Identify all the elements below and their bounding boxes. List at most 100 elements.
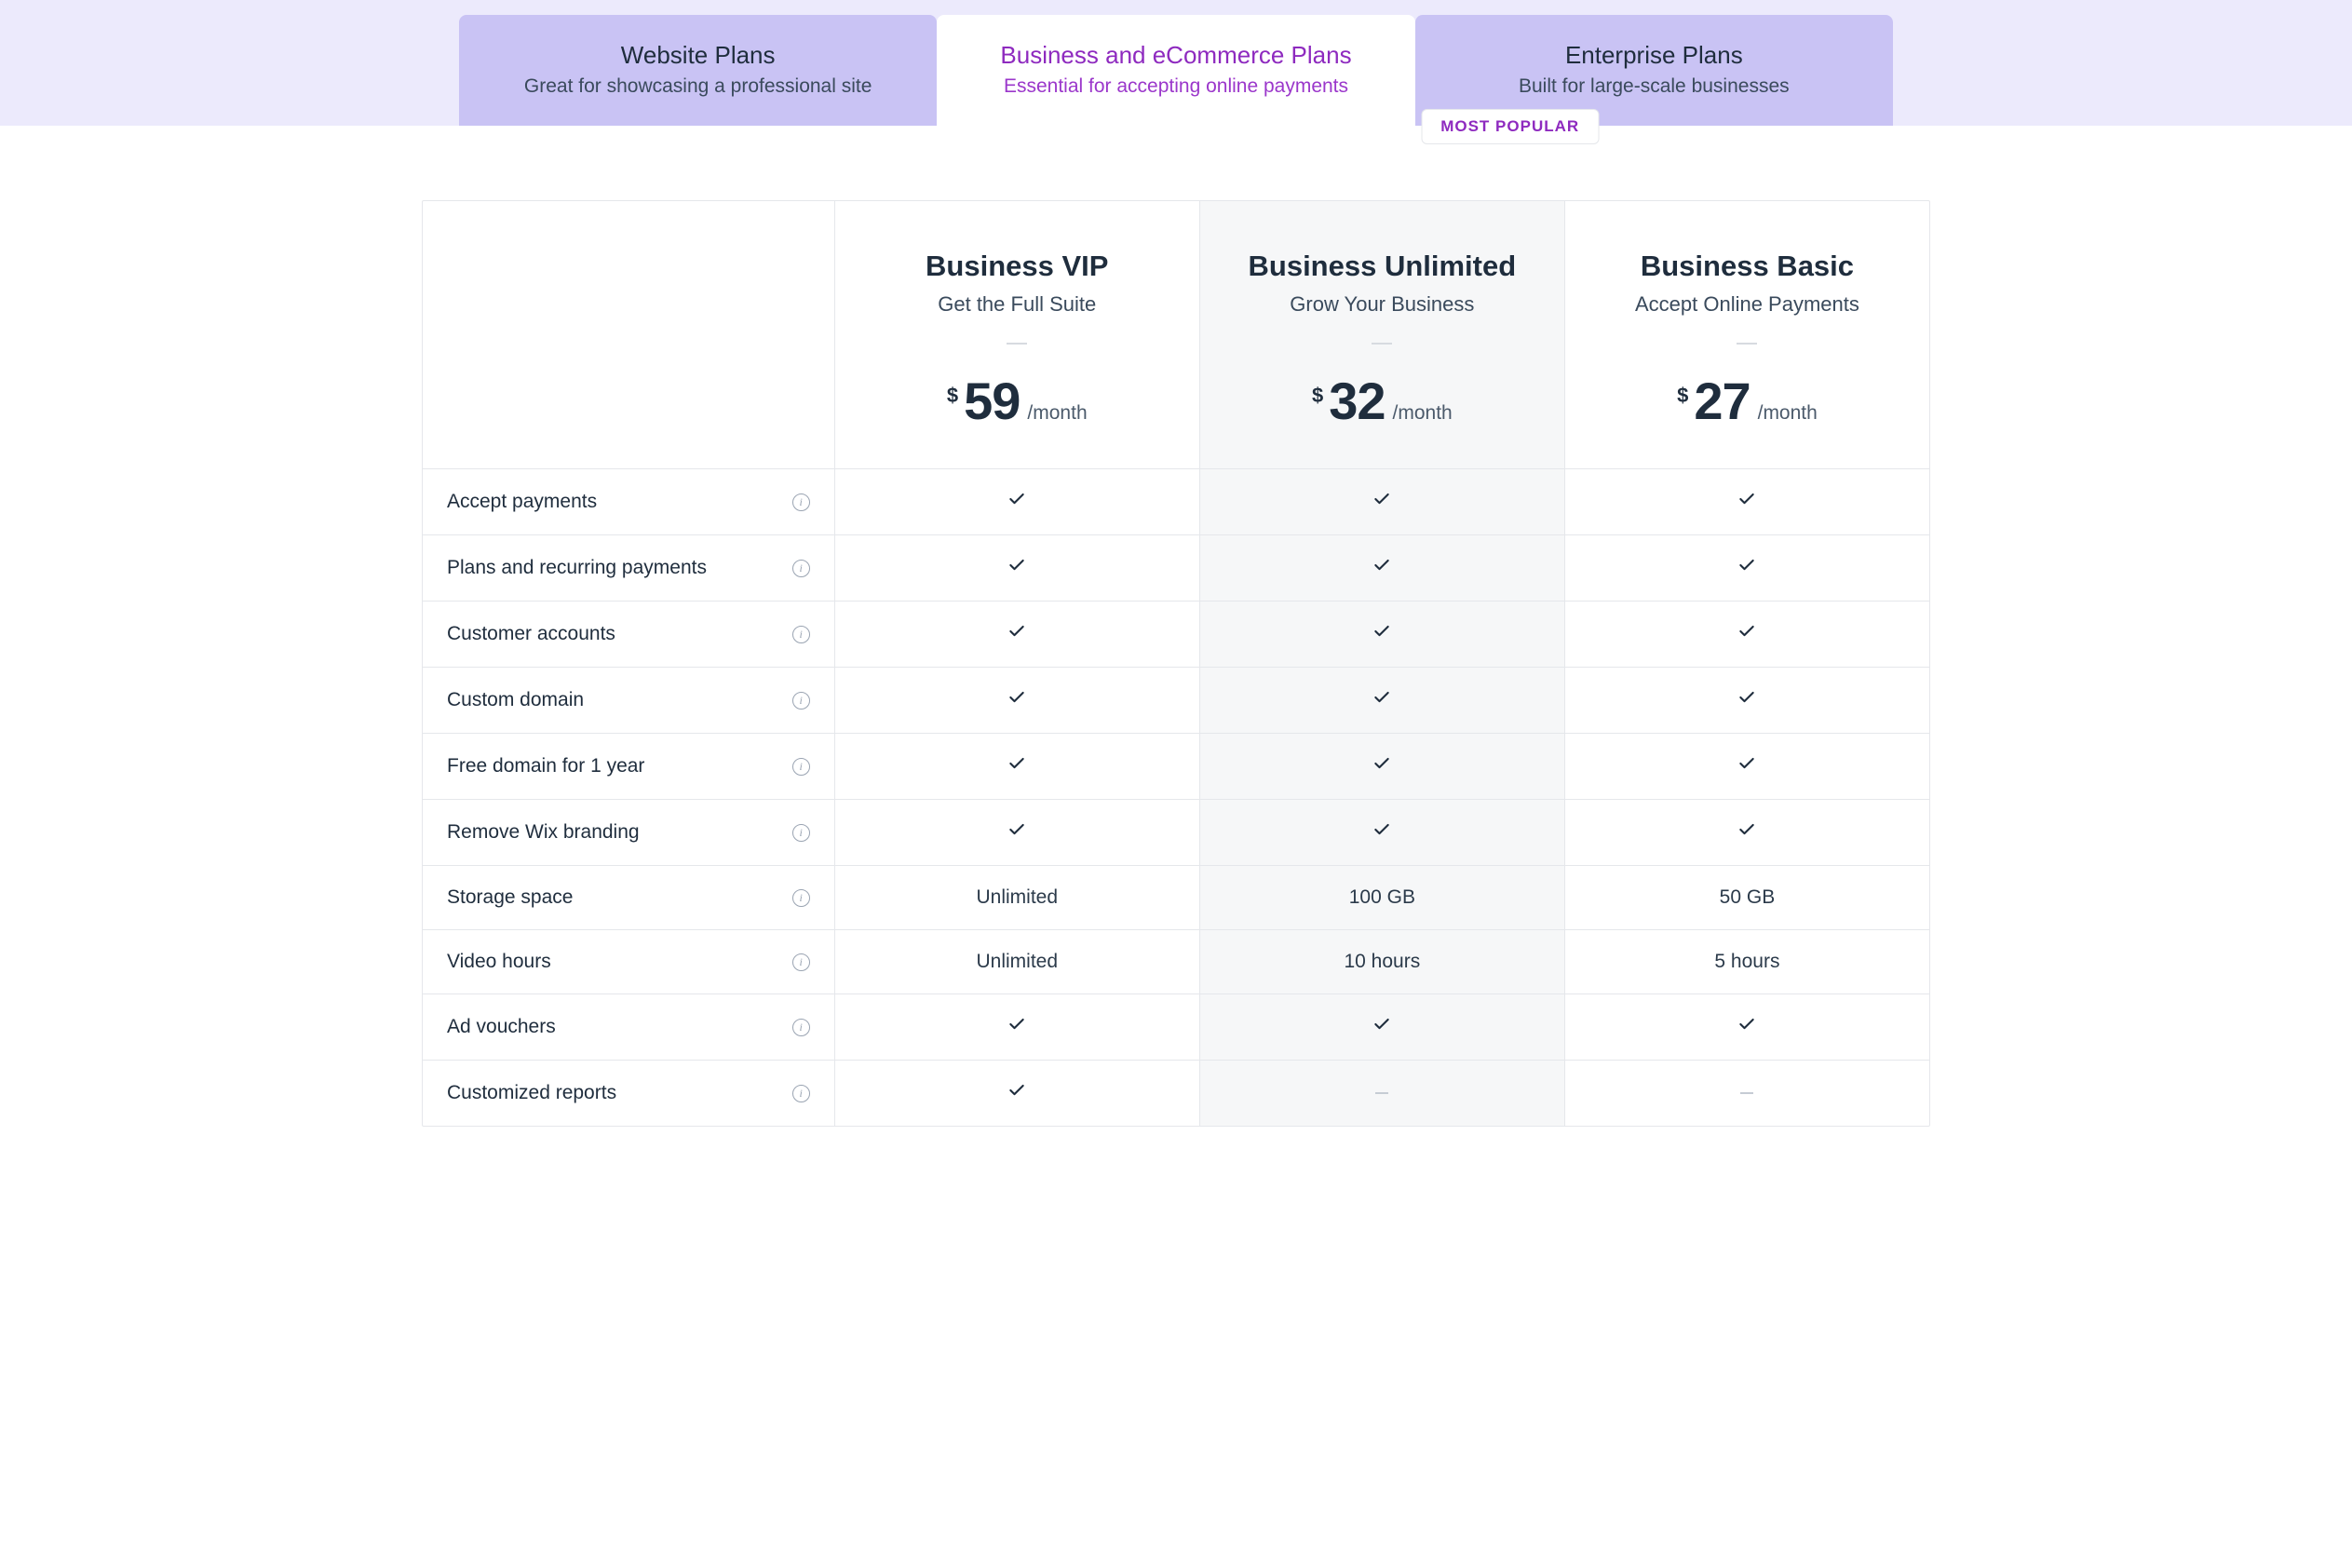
- plan-category-tab[interactable]: Business and eCommerce PlansEssential fo…: [937, 15, 1414, 126]
- currency-symbol: $: [947, 384, 958, 408]
- pricing-table: Business VIPGet the Full Suite$59/monthB…: [422, 200, 1930, 1127]
- feature-label: Accept payments: [447, 491, 597, 513]
- feature-label-cell: Customer accounts i: [423, 602, 834, 667]
- check-icon: [1372, 754, 1391, 778]
- plan-tagline: Grow Your Business: [1219, 292, 1546, 317]
- info-icon[interactable]: i: [792, 824, 810, 842]
- feature-label: Customized reports: [447, 1082, 616, 1104]
- feature-label-cell: Video hours i: [423, 930, 834, 994]
- feature-label: Video hours: [447, 951, 551, 973]
- feature-cell: [1564, 734, 1929, 799]
- check-icon: [1737, 754, 1756, 778]
- feature-label: Free domain for 1 year: [447, 755, 644, 777]
- plan-price: $27/month: [1584, 371, 1911, 431]
- check-icon: [1372, 556, 1391, 580]
- check-icon: [1737, 490, 1756, 514]
- feature-cell: [1564, 800, 1929, 865]
- feature-label: Customer accounts: [447, 623, 615, 645]
- feature-cell: [1199, 535, 1564, 601]
- tab-title: Enterprise Plans: [1434, 41, 1874, 70]
- feature-cell: [834, 1061, 1199, 1126]
- table-row: Remove Wix branding i: [423, 800, 1929, 866]
- feature-cell: [1564, 602, 1929, 667]
- price-amount: 27: [1694, 371, 1750, 431]
- feature-cell: [834, 469, 1199, 534]
- table-row: Customized reports i: [423, 1061, 1929, 1126]
- info-icon[interactable]: i: [792, 889, 810, 907]
- plan-price: $59/month: [854, 371, 1181, 431]
- feature-cell: [1199, 469, 1564, 534]
- plan-category-band: Website Plans Great for showcasing a prof…: [0, 0, 2352, 126]
- feature-label-cell: Storage space i: [423, 866, 834, 929]
- feature-cell: [834, 668, 1199, 733]
- table-corner-cell: [423, 201, 834, 468]
- feature-value: 10 hours: [1344, 951, 1420, 973]
- feature-label: Plans and recurring payments: [447, 557, 707, 579]
- plan-header: Business UnlimitedGrow Your Business$32/…: [1199, 201, 1564, 468]
- feature-cell: [1564, 469, 1929, 534]
- table-row: Video hours i Unlimited 10 hours 5 hours: [423, 930, 1929, 994]
- info-icon[interactable]: i: [792, 758, 810, 776]
- plan-price: $32/month: [1219, 371, 1546, 431]
- info-icon[interactable]: i: [792, 953, 810, 971]
- dash-icon: [1740, 1092, 1753, 1094]
- info-icon[interactable]: i: [792, 560, 810, 577]
- check-icon: [1007, 622, 1026, 646]
- info-icon[interactable]: i: [792, 1019, 810, 1036]
- check-icon: [1737, 622, 1756, 646]
- currency-symbol: $: [1677, 384, 1688, 408]
- feature-cell: [1564, 1061, 1929, 1126]
- divider: [1372, 343, 1392, 345]
- feature-label: Remove Wix branding: [447, 821, 640, 844]
- feature-cell: [1199, 668, 1564, 733]
- check-icon: [1737, 820, 1756, 845]
- feature-cell: 100 GB: [1199, 866, 1564, 929]
- price-period: /month: [1758, 402, 1818, 425]
- feature-value: 5 hours: [1714, 951, 1779, 973]
- feature-cell: 10 hours: [1199, 930, 1564, 994]
- check-icon: [1007, 1081, 1026, 1105]
- feature-value: Unlimited: [976, 886, 1058, 909]
- table-row: Customer accounts i: [423, 602, 1929, 668]
- table-row: Accept payments i: [423, 469, 1929, 535]
- feature-label: Storage space: [447, 886, 573, 909]
- check-icon: [1007, 490, 1026, 514]
- feature-cell: [1199, 734, 1564, 799]
- plan-category-tab[interactable]: Website Plans Great for showcasing a prof…: [459, 15, 937, 126]
- feature-cell: Unlimited: [834, 930, 1199, 994]
- feature-cell: [834, 535, 1199, 601]
- tab-title: Business and eCommerce Plans: [955, 41, 1396, 70]
- check-icon: [1007, 556, 1026, 580]
- price-period: /month: [1027, 402, 1087, 425]
- check-icon: [1007, 1015, 1026, 1039]
- most-popular-badge: MOST POPULAR: [1421, 109, 1599, 144]
- tab-subtitle: Great for showcasing a professional site: [478, 75, 918, 98]
- check-icon: [1737, 556, 1756, 580]
- tab-subtitle: Built for large-scale businesses: [1434, 75, 1874, 98]
- feature-cell: [834, 602, 1199, 667]
- check-icon: [1007, 688, 1026, 712]
- plan-tagline: Get the Full Suite: [854, 292, 1181, 317]
- divider: [1737, 343, 1757, 345]
- feature-value: Unlimited: [976, 951, 1058, 973]
- feature-cell: [1199, 602, 1564, 667]
- feature-cell: [834, 734, 1199, 799]
- feature-cell: [1564, 535, 1929, 601]
- price-amount: 32: [1329, 371, 1385, 431]
- info-icon[interactable]: i: [792, 692, 810, 710]
- feature-label-cell: Custom domaini: [423, 668, 834, 733]
- feature-cell: Unlimited: [834, 866, 1199, 929]
- info-icon[interactable]: i: [792, 493, 810, 511]
- table-row: Plans and recurring payments i: [423, 535, 1929, 602]
- check-icon: [1372, 688, 1391, 712]
- plan-header: Business VIPGet the Full Suite$59/month: [834, 201, 1199, 468]
- info-icon[interactable]: i: [792, 1085, 810, 1102]
- info-icon[interactable]: i: [792, 626, 810, 643]
- plan-category-tabs: Website Plans Great for showcasing a prof…: [459, 15, 1893, 126]
- tab-title: Website Plans: [478, 41, 918, 70]
- currency-symbol: $: [1312, 384, 1323, 408]
- table-row: Ad vouchersi: [423, 994, 1929, 1061]
- feature-label-cell: Free domain for 1 year i: [423, 734, 834, 799]
- feature-cell: [1199, 800, 1564, 865]
- check-icon: [1372, 820, 1391, 845]
